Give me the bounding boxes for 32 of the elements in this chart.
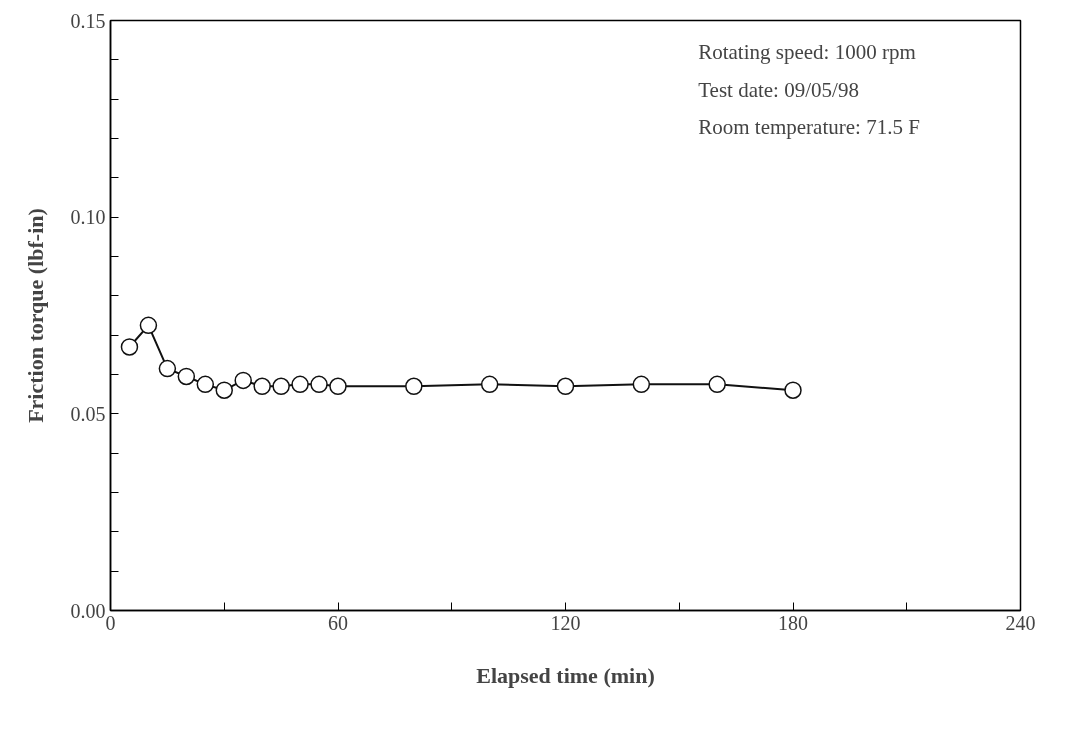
point <box>234 371 252 390</box>
point <box>158 359 177 378</box>
y-tick-label: 0.15 <box>70 9 106 32</box>
x-tick-label: 60 <box>328 611 348 634</box>
y-axis-title: Friction torque (lbf-in) <box>22 208 48 423</box>
point <box>253 377 271 396</box>
point <box>708 375 726 394</box>
point <box>139 316 158 335</box>
point <box>120 338 139 356</box>
y-tick-label: 0.00 <box>70 599 106 622</box>
x-tick-label: 240 <box>1005 611 1036 634</box>
point <box>196 375 215 394</box>
point <box>784 381 802 399</box>
point <box>405 377 423 396</box>
x-tick-label: 180 <box>778 611 808 634</box>
point <box>215 381 233 399</box>
x-axis-title: Elapsed time (min) <box>476 662 655 688</box>
point <box>272 377 290 396</box>
point <box>177 367 196 386</box>
x-tick-label: 0 <box>105 611 116 634</box>
annotation: Rotating speed: 1000 rpm <box>698 40 916 65</box>
annotation: Test date: 09/05/98 <box>698 77 859 102</box>
point <box>291 375 309 394</box>
y-tick-label: 0.05 <box>70 402 106 425</box>
point <box>329 377 347 396</box>
annotation: Room temperature: 71.5 F <box>698 114 920 139</box>
y-tick-label: 0.10 <box>70 206 106 229</box>
point <box>480 375 499 394</box>
point <box>310 375 328 394</box>
x-tick-label: 120 <box>550 611 581 634</box>
point <box>632 375 651 394</box>
point <box>556 377 575 396</box>
